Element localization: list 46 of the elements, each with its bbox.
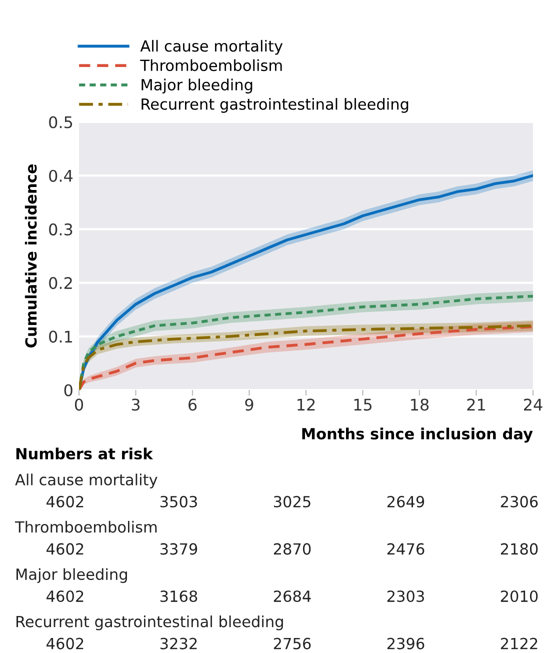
text: 2649: [387, 496, 424, 508]
y-axis-title: Cumulative incidence: [24, 164, 37, 348]
y-tick-label: 0.5: [49, 116, 72, 128]
text: 3168: [160, 590, 198, 602]
text: 4602: [46, 638, 84, 650]
x-tick-label: 24: [524, 398, 542, 410]
text: 4602: [46, 543, 84, 555]
x-axis-title: Months since inclusion day: [302, 428, 533, 443]
y-tick-label: 0.2: [49, 277, 72, 290]
text: Recurrent gastrointestinal bleeding: [16, 616, 283, 630]
x-tick-label: 3: [132, 398, 140, 411]
x-tick-label: 12: [298, 398, 315, 410]
text: Major bleeding: [16, 568, 127, 583]
text: Numbers at risk: [16, 448, 154, 460]
legend-label: Major bleeding: [142, 78, 252, 94]
text: 2756: [274, 638, 311, 650]
text: 2180: [500, 543, 538, 555]
text: 3025: [274, 496, 310, 508]
y-tick-label: 0.4: [49, 170, 73, 182]
text: 2870: [274, 543, 311, 555]
x-tick-label: 0: [74, 398, 84, 411]
text: 4602: [46, 496, 84, 508]
text: 2306: [500, 496, 538, 508]
y-tick-label: 0.3: [49, 223, 72, 236]
text: 2303: [387, 590, 424, 602]
x-tick-label: 21: [467, 398, 485, 410]
text: 3503: [160, 496, 197, 508]
x-tick-label: 9: [245, 398, 254, 411]
text: 3232: [160, 638, 197, 650]
y-tick-label: 0.1: [49, 330, 72, 343]
text: 2010: [500, 590, 538, 602]
text: 2476: [387, 543, 424, 555]
legend-label: Recurrent gastrointestinal bleeding: [142, 98, 408, 113]
x-tick-label: 18: [411, 398, 429, 411]
text: 3379: [160, 543, 198, 555]
text: Thromboembolism: [14, 520, 157, 533]
legend-label: Thromboembolism: [140, 59, 282, 72]
text: All cause mortality: [15, 474, 158, 488]
text: 4602: [46, 590, 84, 602]
text: 2684: [274, 590, 311, 602]
x-tick-label: 6: [188, 398, 197, 411]
text: 2396: [387, 638, 424, 650]
text: 2122: [500, 638, 538, 650]
legend-label: All cause mortality: [140, 40, 283, 55]
y-tick-label: 0: [64, 384, 72, 396]
x-tick-label: 15: [354, 398, 372, 411]
